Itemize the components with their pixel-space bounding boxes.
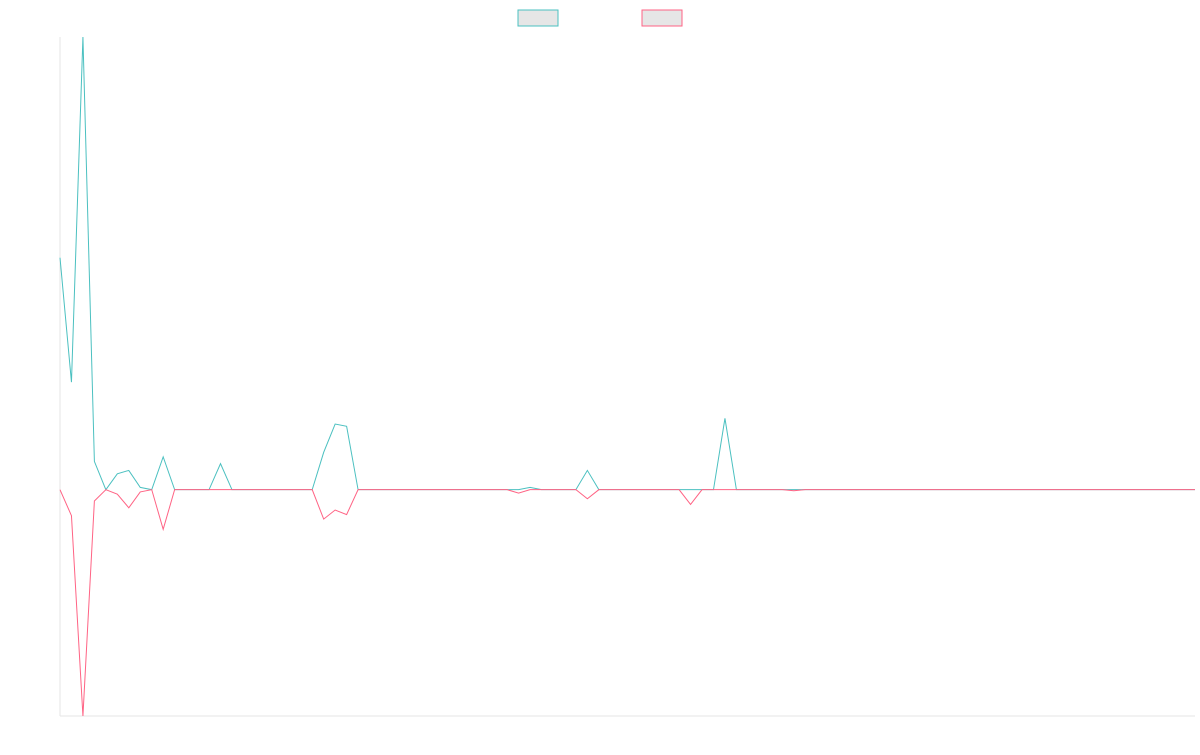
series-line-2	[59, 489, 1195, 717]
legend-swatch-2[interactable]	[641, 9, 683, 27]
series-layer	[59, 36, 1195, 717]
legend-swatch-1[interactable]	[517, 9, 559, 27]
chart-legend[interactable]	[517, 9, 683, 27]
series-line-1	[59, 36, 1195, 491]
